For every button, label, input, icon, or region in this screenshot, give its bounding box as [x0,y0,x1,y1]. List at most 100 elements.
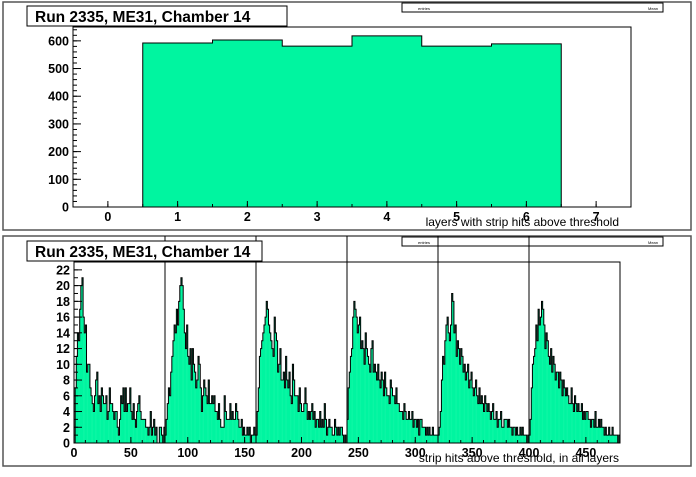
y-tick-label: 500 [48,62,69,76]
bin-bar [416,427,418,443]
pad-layers-histogram: entries Mean 0 1 2 3 4 5 6 7 0 100 200 300 400 500 60… [2,1,692,231]
bin-bar [316,419,318,443]
histogram-area [142,35,562,208]
bin-bar [127,403,129,443]
bin-bar [154,435,157,443]
x-tick-label: 0 [71,446,78,460]
y-tick-label: 18 [56,295,70,309]
bin-bar [274,317,276,443]
bin-bar [375,372,377,443]
bin-bar [328,419,331,443]
bin-bar [110,403,112,443]
y-tick-label: 6 [63,389,70,403]
bin-bar [583,411,585,443]
bin-bar [223,427,225,443]
bin-bar [423,427,425,443]
bin-bar [554,364,556,443]
bin-bar [541,301,543,443]
bin-bar [333,435,335,443]
bin-bar [193,364,195,443]
bin-bar [185,348,187,443]
bin-bar [258,387,260,443]
bin-bar [579,411,581,443]
bin-bar [383,395,385,443]
bin-bar [315,427,317,443]
bin-bar [376,380,378,443]
bin-bar [543,324,546,443]
x-tick-label: 100 [177,446,198,460]
bin-bar [83,317,85,443]
x-tick-label: 50 [124,446,138,460]
bin-bar [236,411,238,443]
bin-bar [260,348,262,443]
bin-bar [560,380,563,443]
bin-bar [232,411,234,443]
bin-bar [577,403,580,443]
bin-bar [538,309,540,443]
bin-bar [513,427,515,443]
x-tick-label: 2 [244,210,251,224]
bin-bar [94,395,96,443]
bin-bar [137,403,140,443]
bin-bar [174,324,176,443]
bin-bar [203,380,206,443]
bin-bar [263,324,266,443]
bin-bar [536,340,539,443]
bin-bar [79,309,82,443]
bin-bar [593,427,596,443]
bin-bar [76,356,78,443]
bin-bar [121,403,124,443]
bin-bar [409,419,411,443]
bin-bar [517,435,519,443]
bin-bar [550,348,552,443]
bin-bar [384,372,386,443]
bin-bar [447,317,449,443]
bin-bar [205,395,208,443]
bin-bar [180,277,183,443]
stats-box[interactable] [401,2,664,13]
bin-bar [192,348,194,443]
bin-bar [542,309,544,443]
bars [142,35,562,208]
bin-bar [515,435,517,443]
bin-bar [561,395,564,443]
bin-bar [91,395,93,443]
bin-bar [441,380,443,443]
bin-bar [521,435,523,443]
stats-box[interactable] [401,236,664,247]
bin-bar [539,324,541,443]
y-tick-label: 2 [63,421,70,435]
bin-bar [97,403,100,443]
bin-bar [227,419,229,443]
bin-bar [101,387,103,443]
bin-bar [221,427,224,443]
bin-bar [415,419,417,443]
bin-bar [324,403,326,443]
bin-bar [95,380,97,443]
bin-bar [574,395,576,443]
stats-entries-label: entries [418,6,430,11]
bin-bar [186,324,188,443]
layer-dividers [164,236,530,443]
bin-bar [563,380,565,443]
bin-bar [480,403,482,443]
bin-bar [277,372,279,443]
bin-bar [535,324,538,443]
bin-bar [546,332,548,443]
bin-bar [209,403,211,443]
bin-bar [262,332,265,443]
bin-bar [251,435,253,443]
bin-bar [453,332,456,443]
bin-bar [147,435,150,443]
bin-bar [92,403,94,443]
bin-bar [119,419,121,443]
bin-bar [228,419,231,443]
bin-bar [87,364,89,443]
bin-bar [136,411,138,443]
bin-bar [302,411,304,443]
bin-bar [149,427,151,443]
x-tick-label: 0 [104,210,111,224]
bin-bar [476,395,479,443]
bin-bar [284,387,286,443]
bin-bar [580,411,582,443]
